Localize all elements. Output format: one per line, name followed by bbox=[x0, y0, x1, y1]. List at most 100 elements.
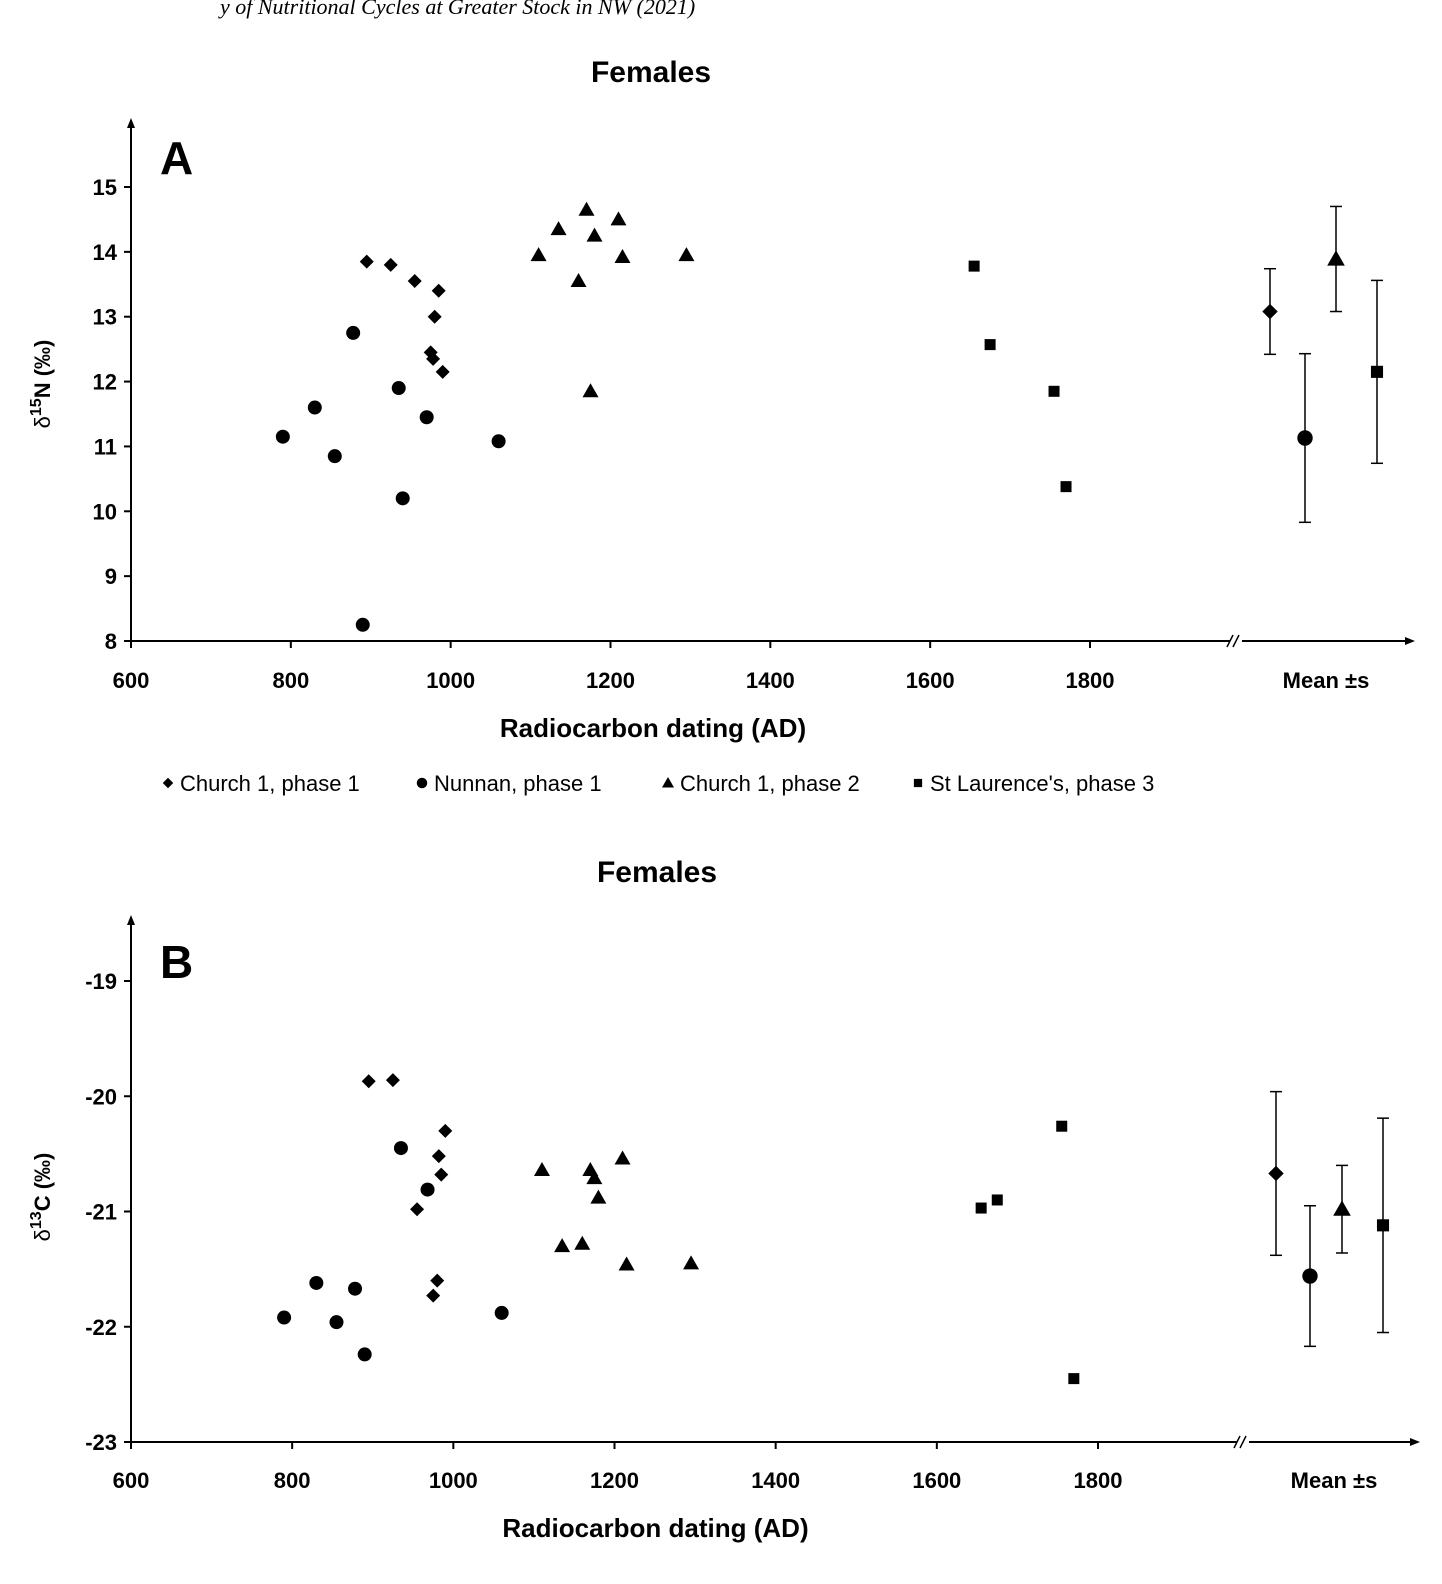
data-point bbox=[395, 491, 410, 506]
data-point bbox=[586, 227, 603, 242]
x-tick-label: 1200 bbox=[586, 668, 635, 693]
x-tick-label: 1000 bbox=[429, 1468, 478, 1493]
data-point bbox=[357, 1347, 372, 1362]
data-point bbox=[307, 400, 322, 415]
x-axis-title: Radiocarbon dating (AD) bbox=[500, 713, 806, 743]
data-point bbox=[383, 257, 398, 272]
data-point bbox=[427, 309, 442, 324]
data-point bbox=[420, 1182, 435, 1197]
mean-point bbox=[1333, 1200, 1351, 1216]
x-tick-label: 600 bbox=[113, 1468, 150, 1493]
y-tick-label: -21 bbox=[85, 1200, 117, 1225]
x-axis-arrow bbox=[1405, 637, 1415, 645]
data-point bbox=[975, 1202, 987, 1214]
data-point bbox=[494, 1305, 509, 1320]
data-point bbox=[590, 1189, 607, 1204]
y-tick-label: 9 bbox=[105, 564, 117, 589]
data-point bbox=[1060, 481, 1072, 493]
data-point bbox=[407, 274, 422, 289]
data-point bbox=[618, 1256, 635, 1271]
x-tick-label: 800 bbox=[274, 1468, 311, 1493]
data-point bbox=[391, 381, 406, 396]
legend-marker bbox=[913, 778, 923, 788]
data-point bbox=[968, 260, 980, 272]
top-caption: y of Nutritional Cycles at Greater Stock… bbox=[218, 0, 695, 19]
mean-point bbox=[1268, 1165, 1284, 1182]
legend-marker bbox=[162, 777, 174, 789]
y-tick-label: 15 bbox=[93, 175, 117, 200]
x-tick-label: 1400 bbox=[751, 1468, 800, 1493]
data-point bbox=[348, 1281, 363, 1296]
mean-point bbox=[1327, 250, 1345, 266]
axis-break-mark bbox=[1239, 1435, 1247, 1449]
data-point bbox=[410, 1202, 425, 1217]
data-point bbox=[491, 434, 506, 449]
data-point bbox=[431, 283, 446, 298]
data-point bbox=[438, 1123, 453, 1138]
y-axis-arrow bbox=[127, 118, 135, 128]
y-tick-label: 10 bbox=[93, 499, 117, 524]
data-point bbox=[431, 1149, 446, 1164]
data-point bbox=[533, 1162, 550, 1177]
chart-title: Females bbox=[597, 856, 717, 889]
data-point bbox=[275, 429, 290, 444]
x-tick-label: 1800 bbox=[1074, 1468, 1123, 1493]
legend-label: St Laurence's, phase 3 bbox=[930, 771, 1154, 796]
y-tick-label: 8 bbox=[105, 629, 117, 654]
legend-marker bbox=[662, 777, 674, 788]
data-point bbox=[550, 221, 567, 236]
y-axis-title: δ13C (‰) bbox=[28, 1153, 55, 1242]
data-point bbox=[419, 410, 434, 425]
data-point bbox=[309, 1275, 324, 1290]
data-point bbox=[582, 383, 599, 398]
x-tick-label: 1400 bbox=[746, 668, 795, 693]
data-point bbox=[385, 1073, 400, 1088]
chart-title: Females bbox=[591, 56, 711, 89]
y-tick-label: -20 bbox=[85, 1084, 117, 1109]
mean-point bbox=[1376, 1219, 1390, 1232]
axis-break-mark bbox=[1233, 1435, 1241, 1449]
y-axis-title: δ15N (‰) bbox=[28, 340, 55, 429]
x-tick-label: 1600 bbox=[906, 668, 955, 693]
data-point bbox=[329, 1315, 344, 1330]
data-point bbox=[610, 211, 627, 226]
mean-point bbox=[1302, 1268, 1318, 1284]
data-point bbox=[393, 1141, 408, 1156]
axis-break-mark bbox=[1226, 634, 1234, 648]
data-point bbox=[530, 247, 547, 262]
panel-a: Females A 600 800 1000 1200 1400 1600 1800 Mean ±… bbox=[28, 56, 1415, 743]
y-tick-label: -19 bbox=[85, 969, 117, 994]
x-tick-label: 1200 bbox=[590, 1468, 639, 1493]
data-point bbox=[991, 1194, 1003, 1206]
data-point bbox=[435, 364, 450, 379]
legend-label: Church 1, phase 1 bbox=[180, 771, 360, 796]
panel-letter: B bbox=[160, 936, 193, 988]
x-tick-label: 800 bbox=[272, 668, 309, 693]
data-point bbox=[578, 201, 595, 216]
data-point bbox=[355, 617, 370, 632]
data-point bbox=[574, 1235, 591, 1250]
y-tick-label: 12 bbox=[93, 370, 117, 395]
x-tick-label: 600 bbox=[113, 668, 150, 693]
mean-point bbox=[1262, 303, 1278, 320]
y-tick-label: 14 bbox=[93, 240, 118, 265]
x-tick-label: 1000 bbox=[426, 668, 475, 693]
legend-label: Nunnan, phase 1 bbox=[434, 771, 602, 796]
panel-b: Females B 600 800 1000 1200 1400 1600 1800 Mean ±… bbox=[28, 856, 1420, 1543]
data-point bbox=[614, 249, 631, 264]
y-axis-arrow bbox=[127, 915, 135, 925]
y-tick-label: 11 bbox=[94, 434, 117, 459]
mean-label: Mean ±s bbox=[1291, 1468, 1378, 1493]
data-point bbox=[359, 254, 374, 269]
data-point bbox=[586, 1170, 603, 1185]
data-point bbox=[277, 1310, 292, 1325]
data-point bbox=[1068, 1373, 1080, 1385]
data-point bbox=[1048, 385, 1060, 397]
data-point bbox=[426, 1288, 441, 1303]
mean-point bbox=[1297, 430, 1313, 446]
data-point bbox=[426, 351, 441, 366]
legend-marker bbox=[416, 777, 428, 789]
data-point bbox=[327, 449, 342, 464]
legend-label: Church 1, phase 2 bbox=[680, 771, 860, 796]
y-tick-label: -23 bbox=[85, 1430, 117, 1455]
